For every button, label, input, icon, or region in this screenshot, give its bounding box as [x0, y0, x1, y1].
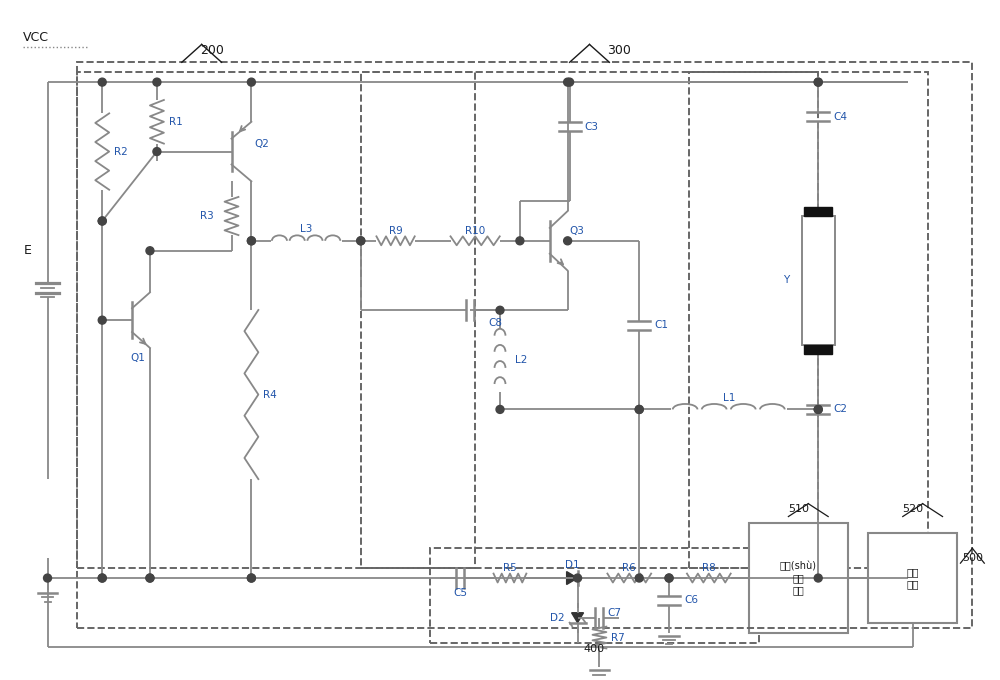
- Text: VCC: VCC: [23, 31, 49, 44]
- Circle shape: [564, 237, 572, 245]
- Bar: [804, 207, 832, 216]
- Circle shape: [496, 306, 504, 314]
- Text: 200: 200: [200, 44, 224, 57]
- Circle shape: [566, 78, 574, 86]
- Text: Y: Y: [783, 275, 790, 286]
- Text: C4: C4: [833, 112, 847, 122]
- Circle shape: [564, 78, 572, 86]
- Circle shape: [98, 217, 106, 225]
- Circle shape: [247, 78, 255, 86]
- Text: C5: C5: [453, 588, 467, 598]
- Circle shape: [496, 405, 504, 413]
- Text: 微控
制器: 微控 制器: [906, 567, 919, 589]
- Circle shape: [247, 237, 255, 245]
- Text: 520: 520: [902, 504, 923, 513]
- Circle shape: [814, 574, 822, 582]
- Text: R7: R7: [611, 632, 625, 643]
- Circle shape: [146, 247, 154, 255]
- Text: 510: 510: [788, 504, 809, 513]
- Bar: [804, 345, 832, 354]
- Circle shape: [814, 405, 822, 413]
- Circle shape: [357, 237, 365, 245]
- Circle shape: [635, 405, 643, 413]
- Text: R5: R5: [503, 563, 517, 573]
- Text: R1: R1: [169, 117, 183, 126]
- Text: D1: D1: [565, 560, 579, 570]
- Circle shape: [98, 574, 106, 582]
- Text: 模數(shù)
轉換
單元: 模數(shù) 轉換 單元: [780, 561, 817, 595]
- Circle shape: [153, 148, 161, 156]
- Text: Q3: Q3: [570, 226, 584, 236]
- Text: R3: R3: [200, 211, 213, 221]
- Circle shape: [98, 217, 106, 225]
- Polygon shape: [567, 572, 578, 585]
- Circle shape: [814, 78, 822, 86]
- Circle shape: [357, 237, 365, 245]
- Text: Q1: Q1: [130, 353, 145, 363]
- Circle shape: [153, 78, 161, 86]
- Circle shape: [665, 574, 673, 582]
- FancyBboxPatch shape: [868, 533, 957, 623]
- Text: E: E: [24, 244, 32, 257]
- Circle shape: [146, 574, 154, 582]
- Circle shape: [665, 574, 673, 582]
- Circle shape: [635, 405, 643, 413]
- Circle shape: [516, 237, 524, 245]
- Polygon shape: [572, 613, 584, 623]
- Circle shape: [146, 574, 154, 582]
- Text: C3: C3: [585, 122, 599, 132]
- Circle shape: [814, 78, 822, 86]
- Text: C8: C8: [488, 318, 502, 328]
- Text: R4: R4: [263, 390, 277, 400]
- Text: 400: 400: [584, 645, 605, 654]
- Text: L3: L3: [300, 224, 312, 234]
- Circle shape: [247, 574, 255, 582]
- Circle shape: [98, 316, 106, 324]
- Circle shape: [574, 574, 582, 582]
- Text: R6: R6: [622, 563, 636, 573]
- FancyBboxPatch shape: [802, 216, 835, 345]
- Circle shape: [247, 574, 255, 582]
- Text: 500: 500: [962, 554, 983, 563]
- Text: Q2: Q2: [254, 139, 269, 149]
- Text: L2: L2: [515, 355, 527, 365]
- Text: 300: 300: [607, 44, 631, 57]
- FancyBboxPatch shape: [749, 524, 848, 632]
- Text: R9: R9: [389, 226, 402, 236]
- Text: R10: R10: [465, 226, 485, 236]
- Text: C1: C1: [654, 320, 668, 330]
- Text: L1: L1: [723, 392, 735, 403]
- Circle shape: [814, 405, 822, 413]
- Circle shape: [635, 574, 643, 582]
- Text: C6: C6: [684, 596, 698, 605]
- Circle shape: [98, 78, 106, 86]
- Circle shape: [247, 237, 255, 245]
- Circle shape: [98, 574, 106, 582]
- Text: R8: R8: [702, 563, 716, 573]
- Text: C7: C7: [607, 608, 621, 617]
- Circle shape: [44, 574, 52, 582]
- Text: R2: R2: [114, 147, 128, 156]
- Text: C2: C2: [833, 405, 847, 414]
- Text: D2: D2: [550, 613, 564, 623]
